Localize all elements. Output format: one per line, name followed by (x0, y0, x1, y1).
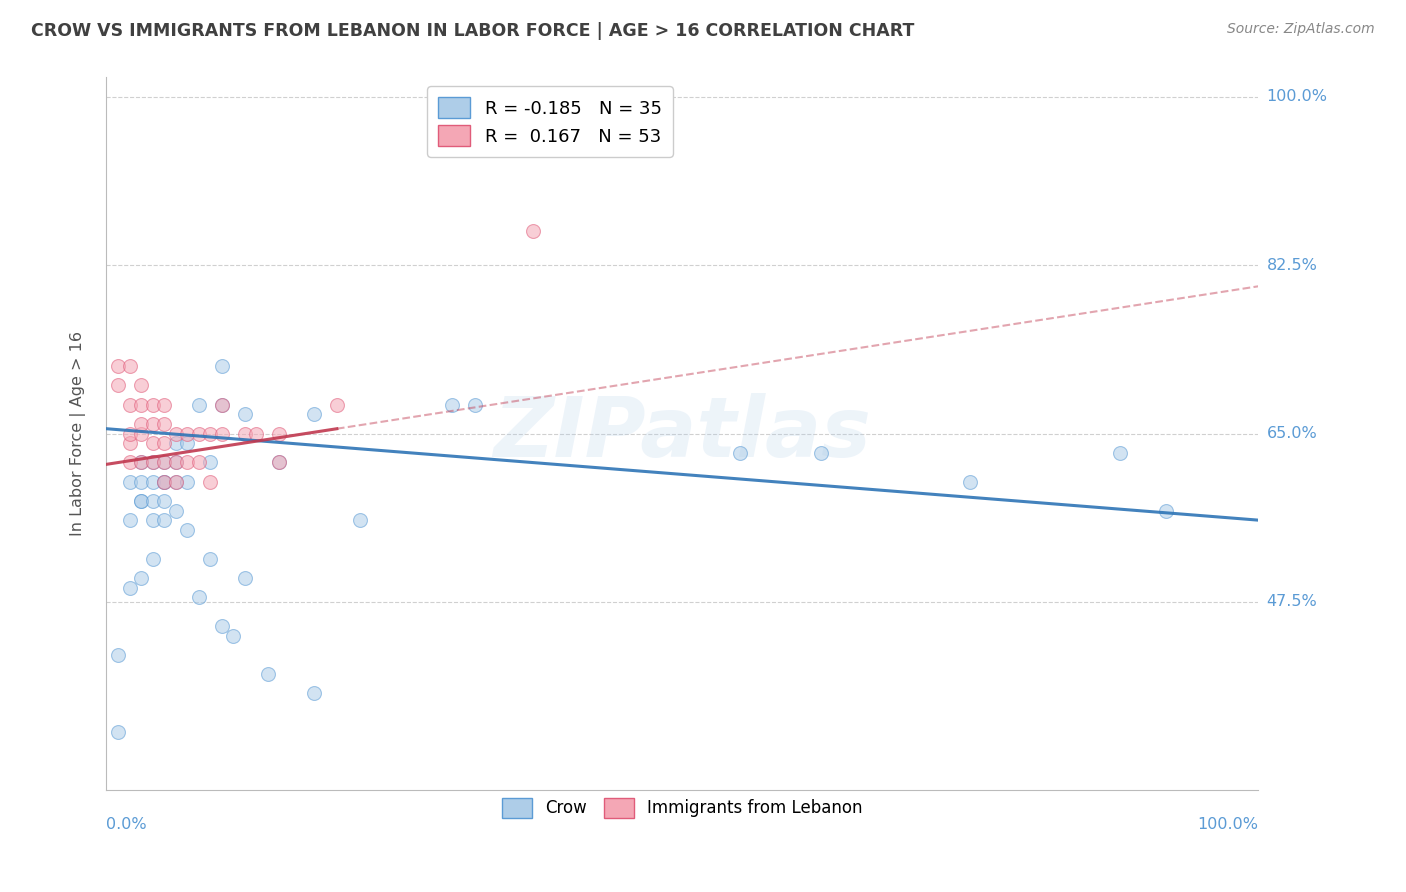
Point (211, 359, 233, 373)
Point (810, 446, 832, 460)
Point (107, 378, 129, 392)
Point (118, 475, 141, 489)
Point (198, 426, 221, 441)
Point (153, 494, 176, 508)
Text: 82.5%: 82.5% (1267, 258, 1317, 273)
Point (153, 475, 176, 489)
Point (233, 407, 256, 421)
Point (165, 436, 187, 450)
Point (198, 455, 221, 469)
Point (142, 551, 165, 566)
Point (269, 426, 291, 441)
Point (187, 455, 209, 469)
Legend: Crow, Immigrants from Lebanon: Crow, Immigrants from Lebanon (492, 789, 873, 828)
Point (129, 455, 152, 469)
Text: Source: ZipAtlas.com: Source: ZipAtlas.com (1227, 22, 1375, 37)
Point (165, 475, 187, 489)
Point (107, 724, 129, 739)
Point (142, 455, 165, 469)
Point (129, 455, 152, 469)
Point (464, 398, 486, 412)
Point (198, 551, 221, 566)
Point (165, 475, 187, 489)
Text: 100.0%: 100.0% (1198, 817, 1258, 832)
Point (176, 475, 198, 489)
Point (165, 455, 187, 469)
Point (153, 436, 176, 450)
Point (187, 426, 209, 441)
Point (142, 436, 165, 450)
Point (176, 436, 198, 450)
Point (129, 494, 152, 508)
Point (222, 629, 245, 643)
Text: ZIPatlas: ZIPatlas (494, 393, 872, 474)
Point (187, 590, 209, 604)
Point (118, 398, 141, 412)
Point (142, 417, 165, 431)
Point (256, 667, 278, 681)
Point (176, 455, 198, 469)
Point (153, 513, 176, 527)
Point (153, 455, 176, 469)
Point (129, 417, 152, 431)
Point (153, 398, 176, 412)
Point (118, 426, 141, 441)
Point (187, 398, 209, 412)
Point (129, 571, 152, 585)
Point (326, 398, 349, 412)
Point (245, 426, 267, 441)
Point (118, 436, 141, 450)
Text: 0.0%: 0.0% (107, 817, 148, 832)
Text: CROW VS IMMIGRANTS FROM LEBANON IN LABOR FORCE | AGE > 16 CORRELATION CHART: CROW VS IMMIGRANTS FROM LEBANON IN LABOR… (31, 22, 914, 40)
Point (153, 417, 176, 431)
Point (211, 619, 233, 633)
Point (118, 455, 141, 469)
Text: 47.5%: 47.5% (1267, 594, 1317, 609)
Point (233, 571, 256, 585)
Point (153, 475, 176, 489)
Point (522, 224, 544, 238)
Point (269, 455, 291, 469)
Point (107, 359, 129, 373)
Point (269, 455, 291, 469)
Point (211, 398, 233, 412)
Point (959, 475, 981, 489)
Point (211, 398, 233, 412)
Point (142, 455, 165, 469)
Point (302, 407, 325, 421)
Text: 100.0%: 100.0% (1267, 89, 1327, 104)
Point (129, 398, 152, 412)
Point (441, 398, 464, 412)
Point (165, 455, 187, 469)
Point (1154, 503, 1177, 517)
Point (142, 398, 165, 412)
Point (349, 513, 371, 527)
Point (1109, 446, 1132, 460)
Point (165, 426, 187, 441)
Point (107, 648, 129, 662)
Text: 65.0%: 65.0% (1267, 426, 1317, 441)
Point (142, 494, 165, 508)
Point (176, 426, 198, 441)
Point (142, 513, 165, 527)
Point (728, 446, 751, 460)
Point (129, 378, 152, 392)
Text: In Labor Force | Age > 16: In Labor Force | Age > 16 (70, 331, 86, 536)
Point (165, 503, 187, 517)
Point (129, 494, 152, 508)
Point (153, 455, 176, 469)
Point (153, 475, 176, 489)
Point (118, 359, 141, 373)
Point (142, 475, 165, 489)
Point (211, 426, 233, 441)
Point (302, 686, 325, 700)
Point (129, 426, 152, 441)
Point (129, 475, 152, 489)
Point (118, 581, 141, 595)
Point (118, 513, 141, 527)
Point (233, 426, 256, 441)
Point (198, 475, 221, 489)
Point (176, 523, 198, 537)
